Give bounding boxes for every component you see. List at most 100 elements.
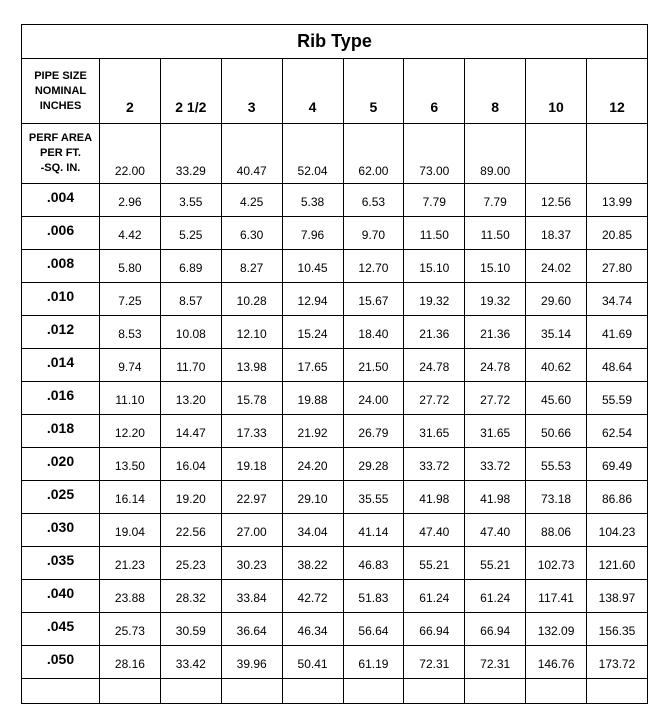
cell-value: 4.25	[220, 183, 283, 217]
table-body: Rib Type PIPE SIZE NOMINAL INCHES 2 2 1/2 3 4 5…	[21, 24, 648, 704]
data-row: .025 16.14 19.20 22.97 29.10 35.55 41.98 41.98 7…	[21, 480, 648, 514]
cell-value: 17.65	[281, 348, 344, 382]
cell-value: 19.32	[403, 282, 466, 316]
data-row: .004 2.96 3.55 4.25 5.38 6.53 7.79 7.79 12.56 13.…	[21, 183, 648, 217]
cell-value: 173.72	[586, 645, 648, 679]
cell-value: 45.60	[525, 381, 587, 415]
cell-value: 6.53	[342, 183, 405, 217]
data-row: .008 5.80 6.89 8.27 10.45 12.70 15.10 15.10 24.0…	[21, 249, 648, 283]
cell-value: 146.76	[525, 645, 587, 679]
empty-cell	[220, 678, 283, 704]
cell-value: 62.54	[586, 414, 648, 448]
empty-cell	[159, 678, 222, 704]
label-line: PIPE SIZE	[34, 69, 87, 82]
cell-value: 66.94	[464, 612, 527, 646]
page: Rib Type PIPE SIZE NOMINAL INCHES 2 2 1/2 3 4 5…	[21, 24, 648, 704]
cell-value: 33.72	[403, 447, 466, 481]
data-row: .045 25.73 30.59 36.64 46.34 56.64 66.94 66.94 1…	[21, 612, 648, 646]
cell-value: 14.47	[159, 414, 222, 448]
empty-cell	[99, 678, 161, 704]
data-row: .014 9.74 11.70 13.98 17.65 21.50 24.78 24.78 40…	[21, 348, 648, 382]
blank-row	[21, 678, 648, 704]
cell-value: 41.98	[403, 480, 466, 514]
cell-value: 12.10	[220, 315, 283, 349]
cell-value: 38.22	[281, 546, 344, 580]
cell-value: 29.60	[525, 282, 587, 316]
cell-value: 61.24	[403, 579, 466, 613]
cell-value: 18.40	[342, 315, 405, 349]
data-row: .020 13.50 16.04 19.18 24.20 29.28 33.72 33.72 5…	[21, 447, 648, 481]
perf-label: PERF AREA PER FT. -SQ. IN.	[21, 123, 100, 184]
column-header: 2 1/2	[159, 58, 222, 124]
cell-value: 88.06	[525, 513, 587, 547]
cell-value: 15.78	[220, 381, 283, 415]
label-line: PER FT.	[40, 147, 81, 159]
row-label: .030	[21, 513, 100, 547]
cell-value: 28.32	[159, 579, 222, 613]
cell-value: 21.92	[281, 414, 344, 448]
empty-cell	[464, 678, 527, 704]
cell-value: 46.34	[281, 612, 344, 646]
cell-value: 73.18	[525, 480, 587, 514]
cell-value: 34.74	[586, 282, 648, 316]
label-line: PERF AREA	[28, 132, 93, 144]
cell-value: 132.09	[525, 612, 587, 646]
row-label: .035	[21, 546, 100, 580]
cell-value: 16.14	[99, 480, 161, 514]
cell-value: 104.23	[586, 513, 648, 547]
column-header: 12	[586, 58, 648, 124]
cell-value: 30.59	[159, 612, 222, 646]
cell-value: 13.98	[220, 348, 283, 382]
cell-value: 19.88	[281, 381, 344, 415]
cell-value: 19.18	[220, 447, 283, 481]
cell-value: 46.83	[342, 546, 405, 580]
data-row: .006 4.42 5.25 6.30 7.96 9.70 11.50 11.50 18.37 2…	[21, 216, 648, 250]
cell-value: 4.42	[99, 216, 161, 250]
cell-value: 21.23	[99, 546, 161, 580]
row-label: .050	[21, 645, 100, 679]
cell-value: 55.21	[464, 546, 527, 580]
cell-value: 11.50	[403, 216, 466, 250]
cell-value: 31.65	[464, 414, 527, 448]
empty-cell	[281, 678, 344, 704]
cell-value: 27.72	[464, 381, 527, 415]
cell-value: 24.78	[464, 348, 527, 382]
perf-value: 89.00	[464, 123, 527, 184]
cell-value: 33.72	[464, 447, 527, 481]
rib-type-table: Rib Type PIPE SIZE NOMINAL INCHES 2 2 1/2 3 4 5…	[21, 24, 648, 704]
cell-value: 29.10	[281, 480, 344, 514]
cell-value: 8.53	[99, 315, 161, 349]
cell-value: 121.60	[586, 546, 648, 580]
cell-value: 50.66	[525, 414, 587, 448]
column-header: 3	[220, 58, 283, 124]
cell-value: 27.80	[586, 249, 648, 283]
cell-value: 55.53	[525, 447, 587, 481]
cell-value: 24.00	[342, 381, 405, 415]
cell-value: 10.45	[281, 249, 344, 283]
cell-value: 13.20	[159, 381, 222, 415]
cell-value: 41.14	[342, 513, 405, 547]
cell-value: 21.50	[342, 348, 405, 382]
cell-value: 27.72	[403, 381, 466, 415]
cell-value: 7.79	[403, 183, 466, 217]
cell-value: 86.86	[586, 480, 648, 514]
label-line: NOMINAL	[34, 84, 87, 97]
column-header: 2	[99, 58, 161, 124]
cell-value: 41.69	[586, 315, 648, 349]
data-row: .012 8.53 10.08 12.10 15.24 18.40 21.36 21.36 35…	[21, 315, 648, 349]
cell-value: 13.99	[586, 183, 648, 217]
perf-value: 40.47	[220, 123, 283, 184]
cell-value: 13.50	[99, 447, 161, 481]
cell-value: 25.23	[159, 546, 222, 580]
cell-value: 156.35	[586, 612, 648, 646]
row-label: .040	[21, 579, 100, 613]
header-label: PIPE SIZE NOMINAL INCHES	[21, 58, 100, 124]
column-header: 10	[525, 58, 587, 124]
cell-value: 28.16	[99, 645, 161, 679]
column-header: 4	[281, 58, 344, 124]
row-label: .025	[21, 480, 100, 514]
cell-value: 15.10	[403, 249, 466, 283]
empty-cell	[586, 678, 648, 704]
row-label: .004	[21, 183, 100, 217]
empty-cell	[342, 678, 405, 704]
